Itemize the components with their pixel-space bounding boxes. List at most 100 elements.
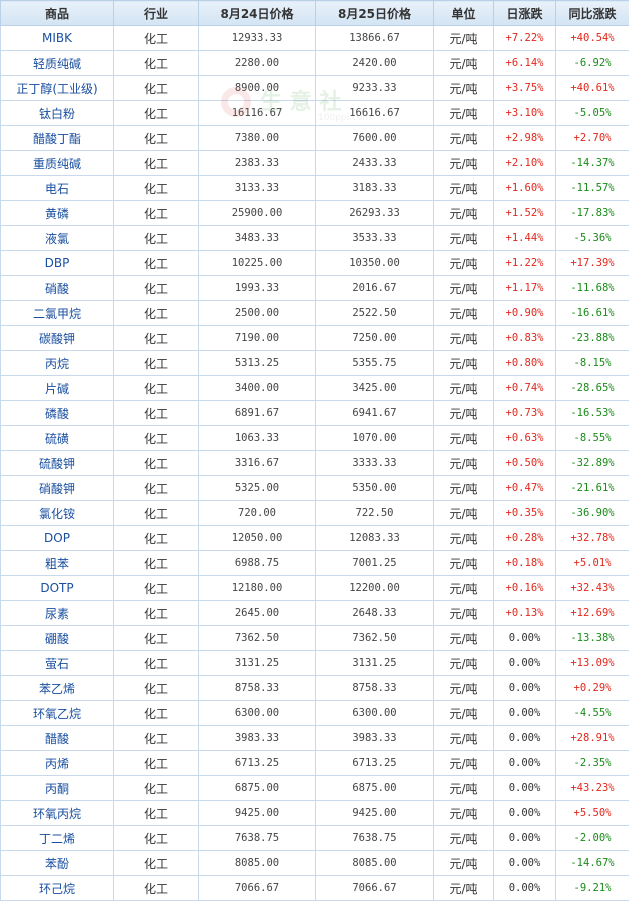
cell-unit: 元/吨 <box>433 700 494 726</box>
cell-commodity[interactable]: 硫磺 <box>0 425 114 451</box>
cell-commodity[interactable]: 碳酸钾 <box>0 325 114 351</box>
cell-commodity[interactable]: DBP <box>0 250 114 276</box>
cell-price-aug24: 5325.00 <box>198 475 316 501</box>
cell-price-aug25: 12083.33 <box>315 525 434 551</box>
cell-unit: 元/吨 <box>433 775 494 801</box>
cell-commodity[interactable]: 苯酚 <box>0 850 114 876</box>
cell-commodity[interactable]: 萤石 <box>0 650 114 676</box>
cell-commodity[interactable]: 硼酸 <box>0 625 114 651</box>
cell-daily-change: 0.00% <box>493 700 556 726</box>
cell-commodity[interactable]: 醋酸丁酯 <box>0 125 114 151</box>
cell-unit: 元/吨 <box>433 25 494 51</box>
cell-industry: 化工 <box>113 625 199 651</box>
cell-price-aug24: 7638.75 <box>198 825 316 851</box>
table-row: 尿素 化工 2645.00 2648.33 元/吨 +0.13% +12.69% <box>0 600 629 626</box>
cell-industry: 化工 <box>113 75 199 101</box>
table-row: 黄磷 化工 25900.00 26293.33 元/吨 +1.52% -17.83% <box>0 200 629 226</box>
cell-industry: 化工 <box>113 675 199 701</box>
cell-price-aug25: 3425.00 <box>315 375 434 401</box>
table-row: 丙烷 化工 5313.25 5355.75 元/吨 +0.80% -8.15% <box>0 350 629 376</box>
cell-price-aug24: 8758.33 <box>198 675 316 701</box>
cell-commodity[interactable]: 环氧乙烷 <box>0 700 114 726</box>
cell-industry: 化工 <box>113 475 199 501</box>
table-row: 二氯甲烷 化工 2500.00 2522.50 元/吨 +0.90% -16.61% <box>0 300 629 326</box>
cell-daily-change: +0.16% <box>493 575 556 601</box>
cell-commodity[interactable]: 液氯 <box>0 225 114 251</box>
table-row: 硫酸钾 化工 3316.67 3333.33 元/吨 +0.50% -32.89% <box>0 450 629 476</box>
header-row: 商品 行业 8月24日价格 8月25日价格 单位 日涨跌 同比涨跌 <box>0 0 629 26</box>
cell-commodity[interactable]: 硝酸钾 <box>0 475 114 501</box>
cell-industry: 化工 <box>113 375 199 401</box>
cell-commodity[interactable]: 磷酸 <box>0 400 114 426</box>
header-daily-change: 日涨跌 <box>493 0 556 26</box>
cell-daily-change: +1.22% <box>493 250 556 276</box>
cell-price-aug25: 3183.33 <box>315 175 434 201</box>
cell-commodity[interactable]: 丙酮 <box>0 775 114 801</box>
cell-commodity[interactable]: DOTP <box>0 575 114 601</box>
cell-commodity[interactable]: 轻质纯碱 <box>0 50 114 76</box>
cell-commodity[interactable]: 环己烷 <box>0 875 114 901</box>
cell-commodity[interactable]: 丙烷 <box>0 350 114 376</box>
cell-yoy-change: +40.61% <box>555 75 629 101</box>
cell-price-aug24: 1993.33 <box>198 275 316 301</box>
cell-commodity[interactable]: 丁二烯 <box>0 825 114 851</box>
table-row: 硼酸 化工 7362.50 7362.50 元/吨 0.00% -13.38% <box>0 625 629 651</box>
cell-price-aug25: 8085.00 <box>315 850 434 876</box>
cell-daily-change: 0.00% <box>493 775 556 801</box>
cell-commodity[interactable]: DOP <box>0 525 114 551</box>
cell-commodity[interactable]: MIBK <box>0 25 114 51</box>
header-price-aug24: 8月24日价格 <box>198 0 316 26</box>
cell-yoy-change: -5.05% <box>555 100 629 126</box>
cell-industry: 化工 <box>113 425 199 451</box>
cell-price-aug25: 2433.33 <box>315 150 434 176</box>
cell-commodity[interactable]: 重质纯碱 <box>0 150 114 176</box>
table-row: 液氯 化工 3483.33 3533.33 元/吨 +1.44% -5.36% <box>0 225 629 251</box>
cell-commodity[interactable]: 硫酸钾 <box>0 450 114 476</box>
cell-daily-change: +0.47% <box>493 475 556 501</box>
cell-commodity[interactable]: 电石 <box>0 175 114 201</box>
cell-commodity[interactable]: 硝酸 <box>0 275 114 301</box>
table-row: DBP 化工 10225.00 10350.00 元/吨 +1.22% +17.39% <box>0 250 629 276</box>
cell-industry: 化工 <box>113 250 199 276</box>
cell-commodity[interactable]: 丙烯 <box>0 750 114 776</box>
cell-commodity[interactable]: 正丁醇(工业级) <box>0 75 114 101</box>
cell-unit: 元/吨 <box>433 400 494 426</box>
cell-price-aug25: 3983.33 <box>315 725 434 751</box>
cell-price-aug25: 1070.00 <box>315 425 434 451</box>
cell-commodity[interactable]: 尿素 <box>0 600 114 626</box>
header-industry: 行业 <box>113 0 199 26</box>
cell-yoy-change: +28.91% <box>555 725 629 751</box>
header-unit: 单位 <box>433 0 494 26</box>
cell-yoy-change: -23.88% <box>555 325 629 351</box>
cell-industry: 化工 <box>113 125 199 151</box>
cell-commodity[interactable]: 黄磷 <box>0 200 114 226</box>
cell-commodity[interactable]: 氯化铵 <box>0 500 114 526</box>
cell-price-aug24: 3983.33 <box>198 725 316 751</box>
cell-commodity[interactable]: 醋酸 <box>0 725 114 751</box>
cell-daily-change: 0.00% <box>493 625 556 651</box>
cell-yoy-change: -6.92% <box>555 50 629 76</box>
cell-commodity[interactable]: 环氧丙烷 <box>0 800 114 826</box>
table-row: 重质纯碱 化工 2383.33 2433.33 元/吨 +2.10% -14.37% <box>0 150 629 176</box>
cell-industry: 化工 <box>113 875 199 901</box>
cell-commodity[interactable]: 苯乙烯 <box>0 675 114 701</box>
cell-daily-change: +0.50% <box>493 450 556 476</box>
cell-yoy-change: -8.55% <box>555 425 629 451</box>
cell-commodity[interactable]: 片碱 <box>0 375 114 401</box>
cell-commodity[interactable]: 钛白粉 <box>0 100 114 126</box>
table-row: 硫磺 化工 1063.33 1070.00 元/吨 +0.63% -8.55% <box>0 425 629 451</box>
table-row: MIBK 化工 12933.33 13866.67 元/吨 +7.22% +40.54% <box>0 25 629 51</box>
cell-commodity[interactable]: 二氯甲烷 <box>0 300 114 326</box>
cell-unit: 元/吨 <box>433 850 494 876</box>
cell-yoy-change: +40.54% <box>555 25 629 51</box>
cell-price-aug24: 3133.33 <box>198 175 316 201</box>
cell-yoy-change: -5.36% <box>555 225 629 251</box>
cell-price-aug25: 13866.67 <box>315 25 434 51</box>
cell-yoy-change: -16.61% <box>555 300 629 326</box>
cell-price-aug24: 9425.00 <box>198 800 316 826</box>
cell-price-aug25: 6941.67 <box>315 400 434 426</box>
cell-yoy-change: -13.38% <box>555 625 629 651</box>
cell-unit: 元/吨 <box>433 550 494 576</box>
cell-price-aug24: 7190.00 <box>198 325 316 351</box>
cell-commodity[interactable]: 粗苯 <box>0 550 114 576</box>
